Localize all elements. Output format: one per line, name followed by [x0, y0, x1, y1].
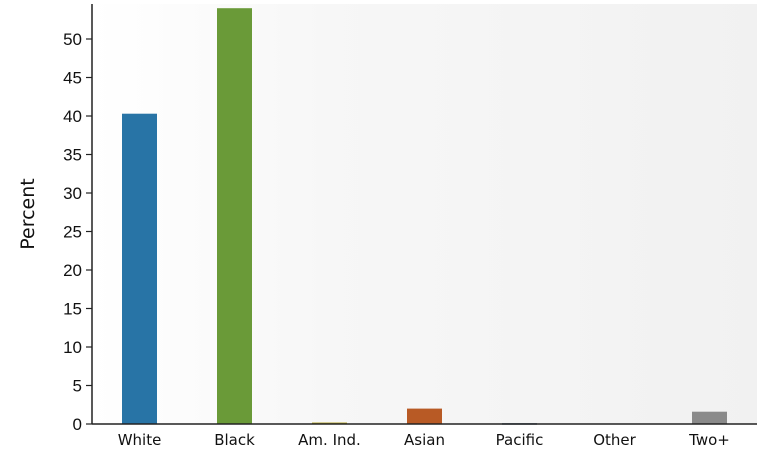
y-tick-label: 45: [63, 69, 82, 88]
y-tick-label: 25: [63, 223, 82, 242]
x-tick-label: Am. Ind.: [298, 431, 361, 449]
y-tick-label: 50: [63, 30, 82, 49]
plot-area: [92, 4, 757, 424]
x-tick-label: White: [118, 431, 162, 449]
x-tick-label: Asian: [404, 431, 445, 449]
bar-asian: [407, 408, 442, 424]
x-tick-label: Pacific: [496, 431, 544, 449]
x-tick-label: Black: [214, 431, 255, 449]
y-tick-label: 15: [63, 300, 82, 319]
y-tick-label: 5: [73, 377, 82, 396]
y-tick-label: 10: [63, 338, 82, 357]
x-tick-labels: White Black Am. Ind. Asian Pacific Other Two+: [118, 431, 730, 449]
y-tick-label: 40: [63, 107, 82, 126]
y-tick-label: 30: [63, 184, 82, 203]
bar-white: [122, 113, 157, 424]
y-tick-label: 35: [63, 146, 82, 165]
bars-layer: [122, 8, 727, 425]
y-ticks: 0 5 10 15 20 25 30 35 40 45 50: [63, 30, 92, 434]
y-tick-label: 20: [63, 261, 82, 280]
y-tick-label: 0: [73, 415, 82, 434]
x-tick-label: Two+: [688, 431, 730, 449]
x-tick-label: Other: [593, 431, 636, 449]
bar-two: [692, 411, 727, 424]
y-axis-title: Percent: [17, 178, 39, 250]
bar-black: [217, 8, 252, 424]
